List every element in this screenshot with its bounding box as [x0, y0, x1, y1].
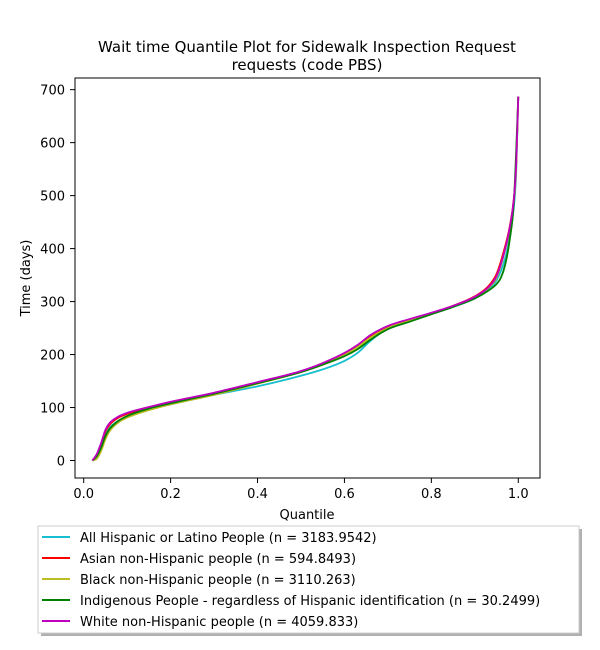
legend-items: All Hispanic or Latino People (n = 3183.… — [42, 531, 540, 630]
y-tick-label: 0 — [57, 455, 65, 470]
x-tick-label: 0.8 — [421, 487, 442, 502]
y-tick-label: 600 — [40, 137, 65, 152]
plot-lines — [91, 96, 520, 462]
legend: All Hispanic or Latino People (n = 3183.… — [37, 525, 582, 636]
y-tick-label: 400 — [40, 243, 65, 258]
legend-label-4: White non-Hispanic people (n = 4059.833) — [80, 615, 358, 630]
legend-label-2: Black non-Hispanic people (n = 3110.263) — [80, 573, 356, 588]
x-axis: 0.0 0.2 0.4 0.6 0.8 1.0 — [73, 478, 529, 502]
x-tick-label: 1.0 — [508, 487, 529, 502]
series-line-4 — [91, 96, 520, 462]
y-tick-label: 200 — [40, 349, 65, 364]
x-tick-label: 0.6 — [334, 487, 355, 502]
y-tick-label: 100 — [40, 402, 65, 417]
y-tick-label: 300 — [40, 296, 65, 311]
plot-frame — [74, 77, 541, 479]
legend-box — [37, 525, 580, 634]
y-axis-label: Time (days) — [19, 240, 34, 318]
x-axis-label: Quantile — [280, 508, 335, 523]
series-line-3 — [91, 96, 520, 462]
y-axis: 0 100 200 300 400 500 600 700 — [40, 84, 75, 470]
chart-title-line-1: Wait time Quantile Plot for Sidewalk Ins… — [98, 38, 516, 56]
legend-label-3: Indigenous People - regardless of Hispan… — [80, 594, 540, 609]
legend-label-0: All Hispanic or Latino People (n = 3183.… — [80, 531, 377, 546]
chart-title-line-2: requests (code PBS) — [232, 56, 383, 74]
legend-label-1: Asian non-Hispanic people (n = 594.8493) — [80, 552, 356, 567]
y-tick-label: 700 — [40, 84, 65, 99]
y-tick-label: 500 — [40, 190, 65, 205]
x-tick-label: 0.2 — [160, 487, 181, 502]
x-tick-label: 0.4 — [247, 487, 268, 502]
x-tick-label: 0.0 — [73, 487, 94, 502]
